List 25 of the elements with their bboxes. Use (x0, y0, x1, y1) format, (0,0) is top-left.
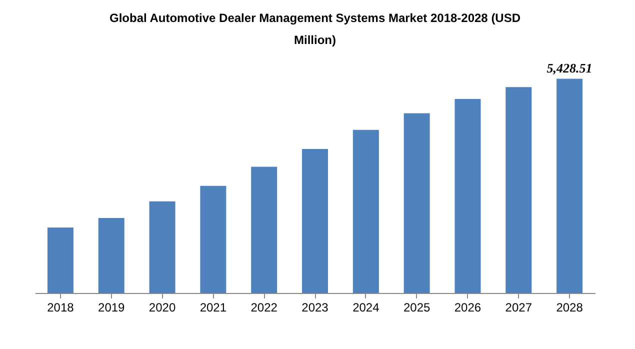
bar (352, 130, 379, 293)
bar (556, 78, 583, 293)
x-tick-label: 2018 (47, 300, 74, 314)
bar (404, 113, 430, 293)
bar (149, 201, 176, 293)
x-tick-label: 2028 (556, 300, 584, 314)
data-label: 5,428.51 (546, 60, 592, 76)
bar (302, 148, 328, 293)
x-tick-label: 2025 (403, 300, 430, 314)
bar (98, 218, 124, 293)
x-tick-label: 2021 (200, 300, 227, 314)
text: Global Automotive Dealer Management Systems Market 2018-2028 (USD (109, 11, 521, 25)
x-tick-label: 2027 (505, 300, 532, 314)
x-tick-label: 2020 (148, 300, 176, 314)
x-tick-label: 2019 (98, 300, 126, 314)
bar (454, 98, 481, 293)
x-tick-label: 2023 (302, 300, 329, 314)
x-tick-label: 2024 (352, 300, 380, 314)
bar (47, 228, 74, 293)
bar (251, 166, 278, 293)
bar (506, 87, 532, 293)
bar (200, 186, 226, 293)
x-tick-label: 2022 (250, 300, 278, 314)
x-tick-label: 2026 (454, 300, 482, 314)
text: Million) (294, 33, 336, 47)
